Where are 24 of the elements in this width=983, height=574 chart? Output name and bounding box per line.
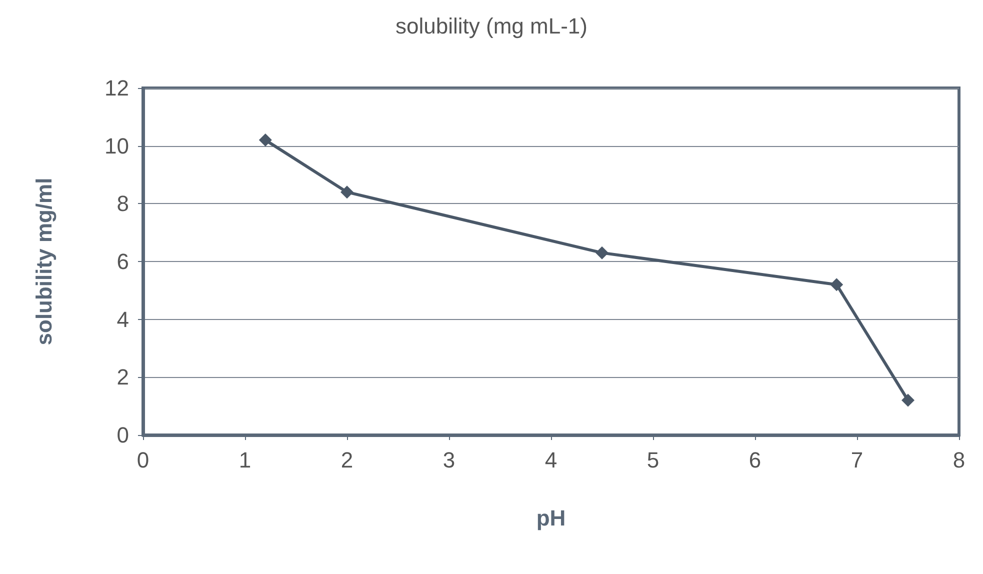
point [902,394,914,407]
y-tick-label: 8 [116,191,129,216]
y-tick-label: 4 [116,306,129,332]
point [340,186,354,199]
x-tick-label: 2 [340,448,354,472]
point [596,246,608,260]
x-tick-label: 8 [952,448,966,472]
y-tick-label: 6 [116,249,129,274]
x-tick-label: 0 [136,448,150,472]
x-tick-label: 1 [238,448,252,472]
y-tick-label: 10 [104,133,129,158]
x-tick-label: 6 [748,448,762,472]
x-tick-label: 3 [442,448,456,472]
y-tick-label: 2 [116,364,129,390]
x-tick-label: 4 [544,448,558,472]
x-tick-label: 5 [646,448,660,472]
x-tick-label: 7 [850,448,864,472]
y-tick-label: 12 [104,76,129,100]
x-axis-title: pH [536,506,566,530]
chart-title: solubility (mg mL-1) [396,14,588,38]
point [830,278,844,292]
y-tick-label: 0 [116,422,129,448]
y-axis-title: solubility mg/ml [32,178,56,346]
point [258,134,272,147]
